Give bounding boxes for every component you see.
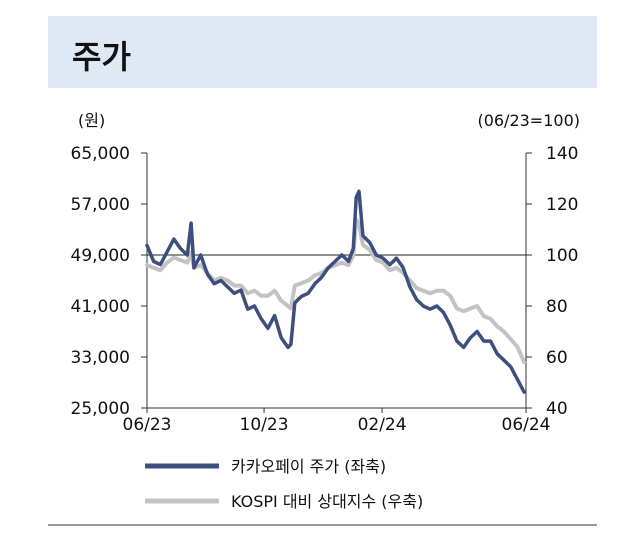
legend-label-kospi-relative: KOSPI 대비 상대지수 (우축)	[231, 492, 423, 511]
left-tick-label: 25,000	[71, 399, 130, 419]
legend-label-kakaopay: 카카오페이 주가 (좌축)	[231, 457, 386, 476]
right-tick-label: 140	[546, 144, 578, 164]
right-tick-label: 100	[546, 246, 578, 266]
right-tick-label: 120	[546, 195, 578, 215]
x-tick-label: 02/24	[358, 415, 407, 435]
right-tick-label: 40	[546, 399, 568, 419]
right-tick-label: 60	[546, 348, 568, 368]
left-tick-label: 49,000	[71, 246, 130, 266]
right-axis-unit: (06/23=100)	[477, 111, 580, 130]
x-tick-label: 06/23	[123, 415, 172, 435]
left-tick-label: 41,000	[71, 297, 130, 317]
right-axis-ticks: 140 120 100 80 60 40	[526, 144, 578, 419]
legend: 카카오페이 주가 (좌축) KOSPI 대비 상대지수 (우축)	[145, 457, 423, 511]
chart-title: 주가	[72, 38, 131, 76]
left-axis-unit: (원)	[78, 111, 105, 130]
x-axis-ticks: 06/23 10/23 02/24 06/24	[123, 408, 551, 435]
x-tick-label: 06/24	[502, 415, 551, 435]
left-tick-label: 33,000	[71, 348, 130, 368]
x-tick-label: 10/23	[240, 415, 289, 435]
right-tick-label: 80	[546, 297, 568, 317]
bottom-divider	[48, 524, 597, 526]
title-bar: 주가	[48, 16, 597, 88]
series-kakaopay-price-line	[145, 189, 526, 394]
left-tick-label: 65,000	[71, 144, 130, 164]
left-axis-ticks: 65,000 57,000 49,000 41,000 33,000 25,000	[71, 144, 147, 419]
left-tick-label: 57,000	[71, 195, 130, 215]
